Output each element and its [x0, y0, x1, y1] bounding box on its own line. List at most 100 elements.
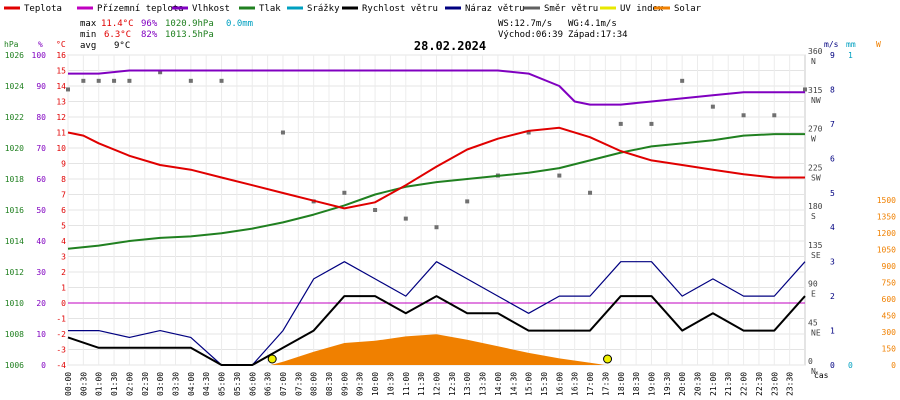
tick-ms: 6	[830, 154, 835, 163]
tick-ms: 3	[830, 258, 835, 267]
tick-pct: 100	[32, 51, 47, 60]
tick-x: 00:30	[79, 372, 88, 396]
tick-x: 13:00	[463, 372, 472, 396]
tick-ms: 5	[830, 189, 835, 198]
tick-x: 10:30	[386, 372, 395, 396]
legend-label: Srážky	[307, 4, 340, 14]
tick-dir: 135	[808, 241, 823, 250]
tick-x: 16:30	[571, 372, 580, 396]
series-solar	[270, 334, 606, 365]
tick-x: 08:00	[310, 372, 319, 396]
tick-x: 11:30	[417, 372, 426, 396]
legend-label: Směr větru	[544, 4, 598, 14]
axis-unit-degc: °C	[56, 40, 66, 49]
legend-label: Přízemní teplota	[97, 4, 184, 14]
tick-dir-label: S	[811, 212, 816, 221]
tick-pct: 60	[36, 175, 46, 184]
tick-degc: 6	[61, 206, 66, 215]
tick-degc: 10	[56, 144, 66, 153]
stat-max-label: max	[80, 19, 97, 29]
tick-x: 05:30	[233, 372, 242, 396]
axis-unit-pct: %	[38, 40, 43, 49]
series-wind-dir-point	[434, 225, 439, 230]
tick-x: 20:30	[694, 372, 703, 396]
tick-x: 12:00	[433, 372, 442, 396]
tick-x: 23:30	[786, 372, 795, 396]
tick-w: 450	[882, 312, 897, 321]
tick-dir: 180	[808, 202, 823, 211]
tick-degc: 3	[61, 253, 66, 262]
axis-unit-ms: m/s	[824, 40, 839, 49]
tick-x: 20:00	[678, 372, 687, 396]
series-wind-dir-point	[465, 199, 470, 204]
tick-x: 04:00	[187, 372, 196, 396]
tick-x: 03:00	[156, 372, 165, 396]
sunrise-time: Východ:06:39	[498, 30, 563, 40]
series-wind-dir-point	[526, 130, 531, 135]
tick-mm: 0	[848, 361, 853, 370]
series-wind-dir-point	[280, 130, 285, 135]
tick-ms: 2	[830, 292, 835, 301]
tick-dir-label: N	[811, 367, 816, 376]
tick-w: 750	[882, 279, 897, 288]
series-wind-dir-point	[342, 190, 347, 195]
tick-x: 05:00	[218, 372, 227, 396]
grid	[67, 54, 806, 366]
tick-hpa: 1006	[5, 361, 24, 370]
tick-x: 19:30	[663, 372, 672, 396]
tick-w: 1200	[877, 229, 896, 238]
tick-ms: 4	[830, 223, 835, 232]
series-wind-dir-point	[66, 87, 70, 92]
series-wind-dir-point	[403, 216, 408, 221]
tick-hpa: 1020	[5, 144, 24, 153]
series-wind-gust	[68, 261, 806, 366]
tick-degc: -3	[56, 346, 66, 355]
axis-unit-w: W	[876, 40, 881, 49]
tick-dir: 45	[808, 318, 818, 327]
series-wind-dir-point	[741, 113, 746, 118]
legend-label: Teplota	[24, 4, 62, 14]
tick-pct: 80	[36, 113, 46, 122]
series-wind-dir-point	[127, 78, 132, 83]
tick-x: 08:30	[325, 372, 334, 396]
stat-min-press: 1013.5hPa	[165, 30, 214, 40]
tick-x: 19:00	[647, 372, 656, 396]
series-wind-dir-point	[649, 121, 654, 126]
series-temperature	[67, 126, 805, 210]
tick-x: 14:00	[494, 372, 503, 396]
tick-w: 900	[882, 262, 897, 271]
tick-degc: 14	[56, 82, 66, 91]
tick-ms: 1	[830, 327, 835, 336]
tick-dir: 90	[808, 280, 818, 289]
tick-degc: 1	[61, 284, 66, 293]
legend-label: Náraz větru	[465, 4, 525, 14]
tick-hpa: 1026	[5, 51, 24, 60]
tick-x: 07:30	[294, 372, 303, 396]
tick-x: 01:30	[110, 372, 119, 396]
sunset-marker	[603, 354, 613, 364]
tick-x: 06:00	[248, 372, 257, 396]
tick-pct: 50	[36, 206, 46, 215]
tick-x: 01:00	[95, 372, 104, 396]
sunset-time: Západ:17:34	[568, 30, 628, 40]
tick-degc: 2	[61, 268, 66, 277]
tick-x: 21:00	[709, 372, 718, 396]
tick-hpa: 1012	[5, 268, 24, 277]
series-pressure	[67, 133, 805, 250]
tick-x: 02:00	[125, 372, 134, 396]
stat-min-label: min	[80, 30, 96, 40]
tick-degc: 13	[56, 98, 66, 107]
tick-degc: 8	[61, 175, 66, 184]
series-wind-dir-point	[680, 78, 685, 83]
legend-label: Rychlost větru	[362, 4, 438, 14]
tick-pct: 40	[36, 237, 46, 246]
tick-x: 18:00	[617, 372, 626, 396]
series-wind-dir-point	[81, 78, 86, 83]
tick-dir-label: SE	[811, 251, 821, 260]
tick-w: 1050	[877, 246, 896, 255]
tick-dir-label: W	[811, 135, 816, 144]
tick-degc: 7	[61, 191, 66, 200]
tick-pct: 30	[36, 268, 46, 277]
series-wind-dir-point	[588, 190, 593, 195]
